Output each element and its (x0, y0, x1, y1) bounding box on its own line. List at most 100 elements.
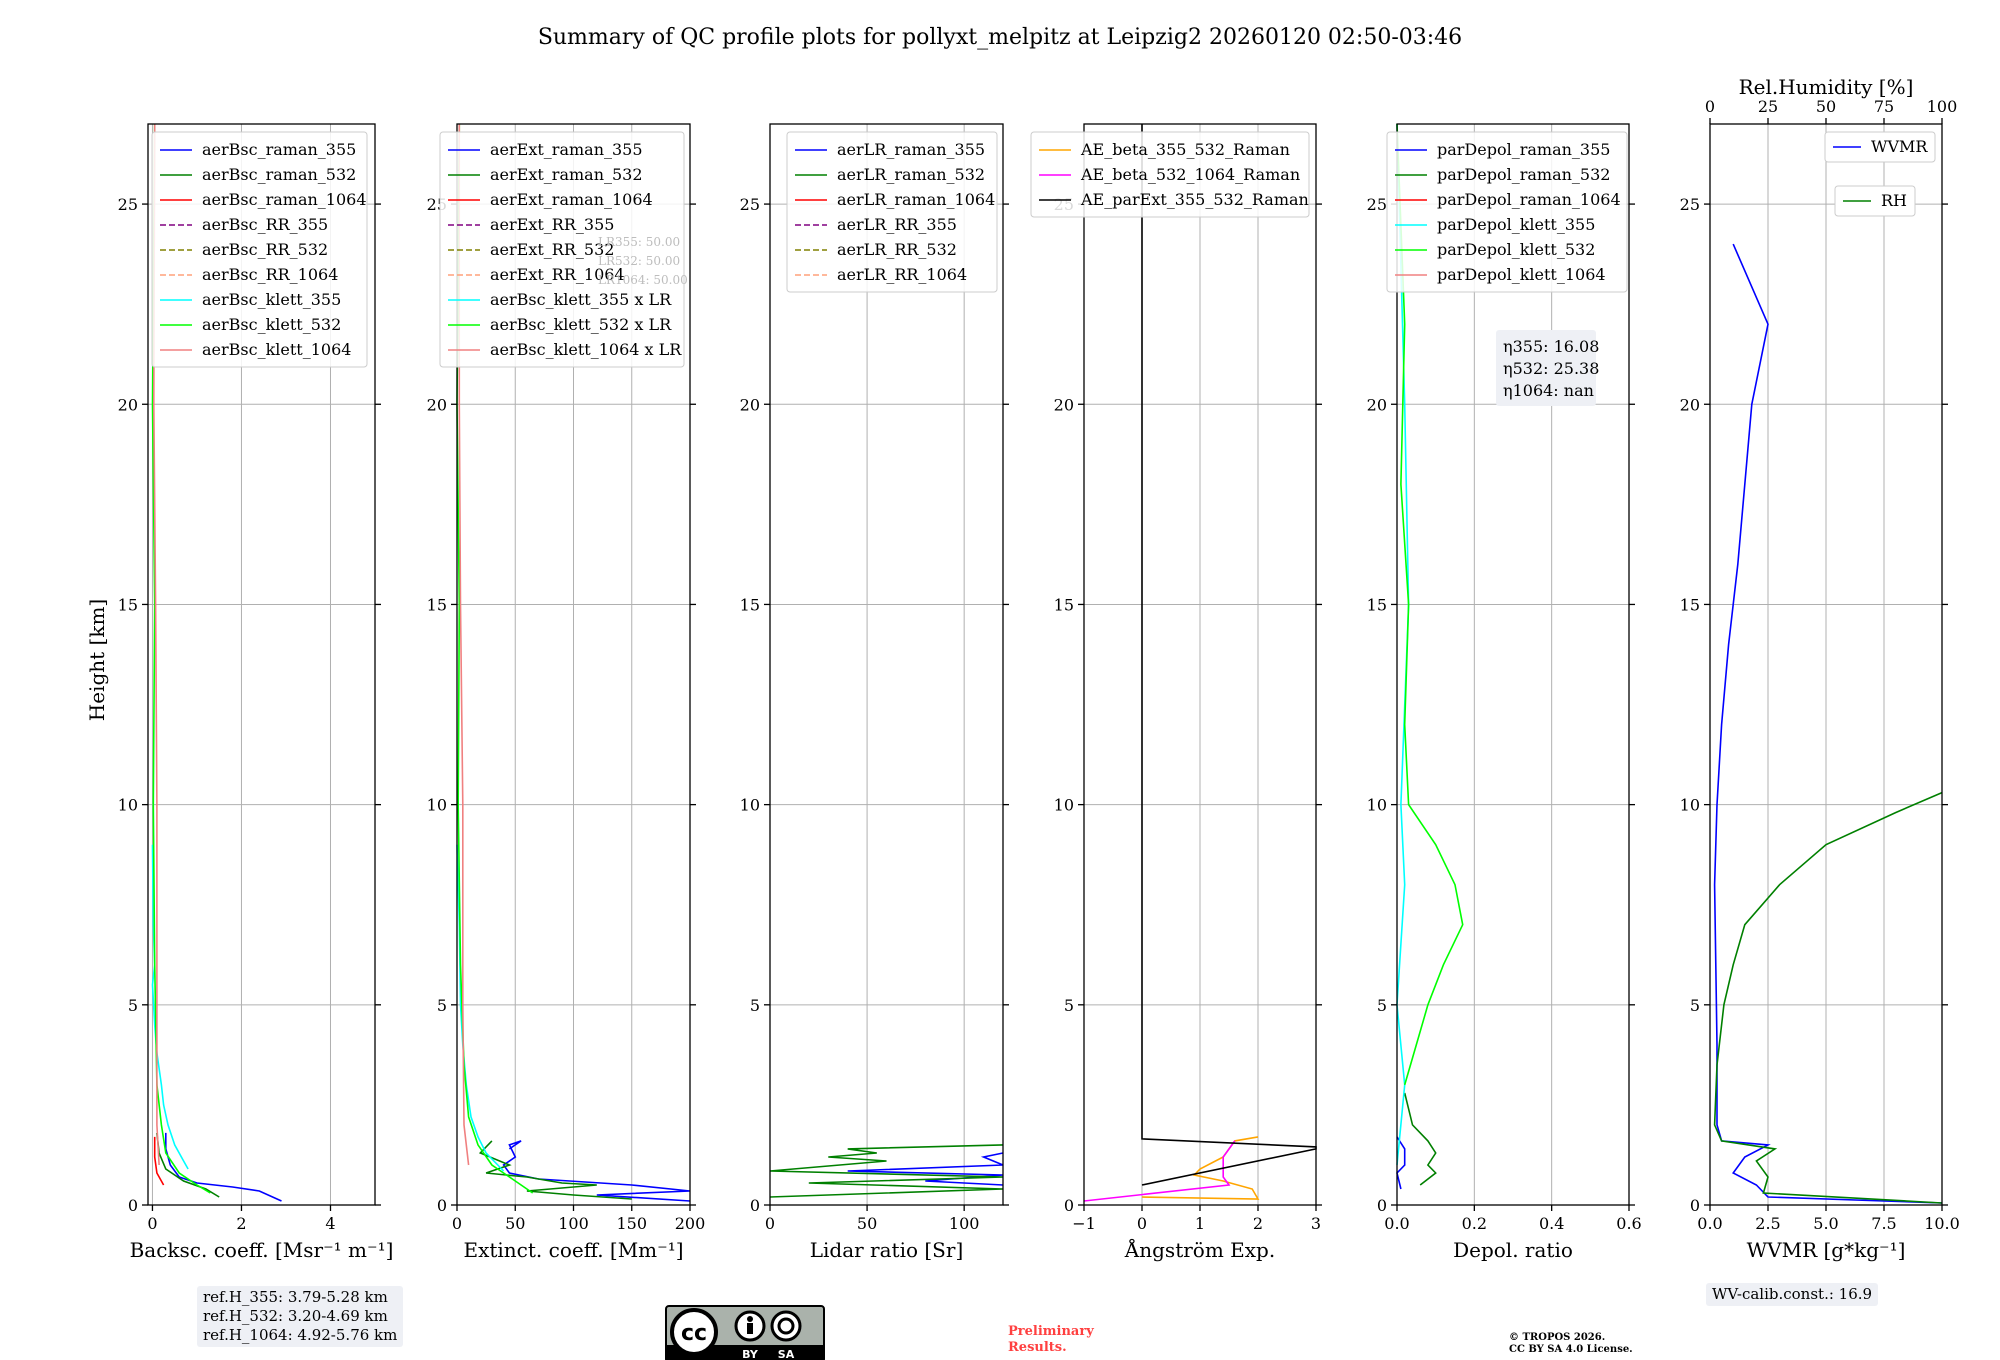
y-axis-label: Height [km] (85, 599, 109, 721)
top-axis-label: Rel.Humidity [%] (1739, 75, 1914, 99)
y-tick-label: 5 (128, 996, 138, 1015)
x-tick-label: 0.4 (1539, 1214, 1564, 1233)
y-tick-label: 15 (427, 595, 447, 614)
y-tick-label: 20 (118, 395, 138, 414)
preliminary-line-1: Preliminary (1008, 1324, 1094, 1339)
y-tick-label: 10 (1680, 796, 1700, 815)
legend-entry: aerLR_RR_1064 (837, 265, 967, 284)
legend-entry: aerExt_RR_355 (490, 215, 614, 234)
x-tick-label: 3 (1311, 1214, 1321, 1233)
y-tick-label: 0 (1064, 1196, 1074, 1215)
x-tick-label: 0.6 (1616, 1214, 1641, 1233)
y-tick-label: 10 (740, 796, 760, 815)
legend-entry: aerLR_raman_355 (837, 140, 985, 159)
y-tick-label: 25 (1367, 195, 1387, 214)
y-tick-label: 20 (1054, 395, 1074, 414)
x-tick-label: 7.5 (1871, 1214, 1896, 1233)
series-line-parDepol_raman_532 (1403, 1092, 1437, 1186)
y-tick-label: 5 (1377, 996, 1387, 1015)
y-tick-label: 5 (1064, 996, 1074, 1015)
legend-entry: parDepol_raman_1064 (1437, 190, 1621, 209)
legend-entry: aerBsc_klett_1064 x LR (490, 340, 682, 359)
series-line-aerLR_raman_355 (847, 1152, 1004, 1186)
panel-lidar_ratio: 0 50 100 0 5 10 15 20 25 Lidar ratio [Sr] aerLR_ra… (740, 123, 1009, 1262)
x-axis-label: Backsc. coeff. [Msr⁻¹ m⁻¹] (130, 1238, 394, 1262)
legend-entry: aerBsc_raman_532 (202, 165, 356, 184)
y-tick-label: 5 (1690, 996, 1700, 1015)
ref-height-532: ref.H_532: 3.20-4.69 km (203, 1307, 388, 1325)
series-line-aerBsc_klett_1064 (152, 123, 160, 1166)
series-line-AE_parExt_355_532_Raman (1141, 124, 1317, 1186)
panel-wvmr: 0.0 2.5 5.0 7.5 10.0 0 5 10 15 20 25 WVMR [g*kg⁻¹] 0… (1680, 75, 1960, 1262)
legend-entry: aerExt_raman_1064 (490, 190, 653, 209)
legend-entry: aerBsc_klett_532 (202, 315, 341, 334)
legend-entry: aerBsc_RR_355 (202, 215, 328, 234)
x-tick-label: 2 (236, 1214, 246, 1233)
x-tick-label: 0.0 (1697, 1214, 1722, 1233)
x-tick-label: 4 (325, 1214, 335, 1233)
y-tick-label: 10 (1367, 796, 1387, 815)
legend-box (786, 131, 998, 293)
panel-depol: 0.0 0.2 0.4 0.6 0 5 10 15 20 25 Depol. ratio parDep… (1367, 123, 1642, 1262)
legend-entry: parDepol_klett_1064 (1437, 265, 1606, 284)
eta-label: η1064: nan (1503, 381, 1594, 400)
axes-frame (1396, 123, 1630, 1206)
panel-backscatter: 0 2 4 0 5 10 15 20 25 Backsc. coeff. [Msr⁻¹ m⁻¹] a… (118, 123, 394, 1262)
y-tick-label: 20 (1367, 395, 1387, 414)
x-axis-label: Extinct. coeff. [Mm⁻¹] (463, 1238, 683, 1262)
x-tick-label: 0 (765, 1214, 775, 1233)
x-tick-label: 0 (1137, 1214, 1147, 1233)
ref-height-1064: ref.H_1064: 4.92-5.76 km (203, 1326, 398, 1344)
series-line-AE_beta_532_1064_Raman (1083, 1140, 1236, 1202)
series-line-aerLR_raman_532 (769, 1144, 1004, 1198)
x-tick-label: 50 (505, 1214, 525, 1233)
y-tick-label: 0 (128, 1196, 138, 1215)
legend-entry: aerLR_RR_355 (837, 215, 957, 234)
wv-calibration-box: WV-calib.const.: 16.9 (1706, 1283, 1879, 1306)
x-tick-label: 150 (616, 1214, 647, 1233)
legend-entry: AE_beta_532_1064_Raman (1080, 165, 1300, 184)
legend-entry: aerExt_RR_1064 (490, 265, 625, 284)
sa-label: SA (778, 1348, 795, 1360)
y-tick-label: 25 (1680, 195, 1700, 214)
series-line-aerExt_raman_532 (478, 1140, 632, 1200)
series-line-RH (1713, 791, 1943, 1204)
x-tick-label: 50 (857, 1214, 877, 1233)
cc-text: cc (681, 1321, 707, 1346)
y-tick-label: 20 (427, 395, 447, 414)
legend-entry: aerBsc_raman_355 (202, 140, 356, 159)
x-tick-label: 5.0 (1813, 1214, 1838, 1233)
series-line-aerBsc_klett_355 (151, 844, 189, 1170)
lidar-ratio-label: LR1064: 50.00 (598, 273, 688, 287)
y-tick-label: 20 (740, 395, 760, 414)
legend-entry: aerLR_RR_532 (837, 240, 957, 259)
axes-frame (769, 123, 1004, 1206)
y-tick-label: 5 (437, 996, 447, 1015)
legend-entry: aerBsc_RR_1064 (202, 265, 338, 284)
y-tick-label: 15 (1367, 595, 1387, 614)
top-tick-label: 100 (1927, 97, 1958, 116)
y-tick-label: 10 (1054, 796, 1074, 815)
series-line-aerExt_raman_355 (502, 1140, 691, 1202)
x-tick-label: −1 (1072, 1214, 1096, 1233)
legend-box (1834, 185, 1916, 217)
legend-entry: aerExt_raman_532 (490, 165, 643, 184)
legend-entry: aerExt_raman_355 (490, 140, 643, 159)
x-axis-label: Lidar ratio [Sr] (810, 1238, 964, 1262)
legend-box (1824, 131, 1936, 163)
x-tick-label: 0.2 (1462, 1214, 1487, 1233)
legend-entry: aerBsc_raman_1064 (202, 190, 367, 209)
panel-angstrom: −101230510152025Ångström Exp.AE_beta_355… (1030, 123, 1322, 1262)
series-line-aerBsc_raman_355 (165, 1132, 282, 1202)
x-tick-label: 100 (949, 1214, 980, 1233)
y-tick-label: 15 (1054, 595, 1074, 614)
series-line-WVMR (1713, 243, 1943, 1204)
series-line-parDepol_klett_532 (1396, 123, 1464, 1086)
legend-box (1386, 131, 1628, 293)
x-tick-label: 100 (558, 1214, 589, 1233)
legend-entry: parDepol_raman_355 (1437, 140, 1610, 159)
top-tick-label: 50 (1816, 97, 1836, 116)
y-tick-label: 0 (750, 1196, 760, 1215)
y-tick-label: 15 (740, 595, 760, 614)
y-tick-label: 0 (1690, 1196, 1700, 1215)
